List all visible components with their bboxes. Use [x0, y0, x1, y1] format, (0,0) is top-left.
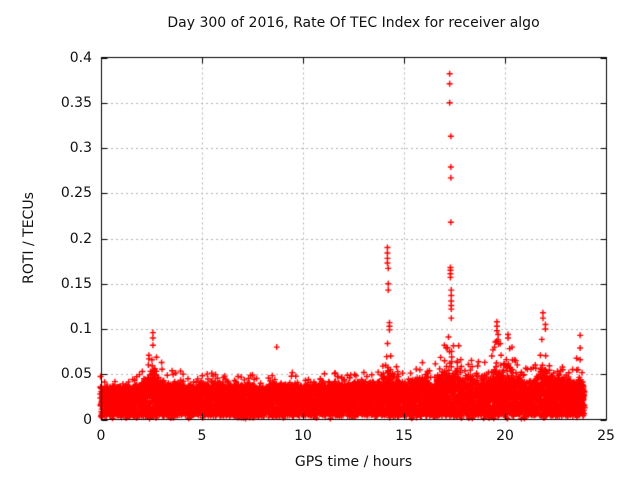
y-tick-label: 0.25 — [60, 185, 92, 202]
x-tick-label: 25 — [597, 428, 615, 444]
x-tick-label: 5 — [197, 428, 207, 444]
y-tick-label: 0.15 — [60, 275, 92, 292]
x-tick-label: 0 — [96, 428, 106, 444]
y-tick-label: 0.35 — [60, 94, 92, 111]
y-tick-label: 0.1 — [69, 321, 92, 337]
x-tick-label: 10 — [294, 428, 312, 444]
chart-title: Day 300 of 2016, Rate Of TEC Index for r… — [167, 15, 540, 31]
y-tick-label: 0 — [83, 411, 92, 428]
x-axis-title: GPS time / hours — [294, 454, 413, 470]
y-tick-label: 0.3 — [69, 140, 92, 156]
y-tick-label: 0.05 — [60, 366, 92, 383]
x-tick-label: 15 — [395, 428, 413, 444]
x-tick-label: 20 — [496, 428, 514, 444]
y-tick-label: 0.4 — [69, 49, 92, 66]
y-tick-label: 0.2 — [69, 230, 92, 247]
